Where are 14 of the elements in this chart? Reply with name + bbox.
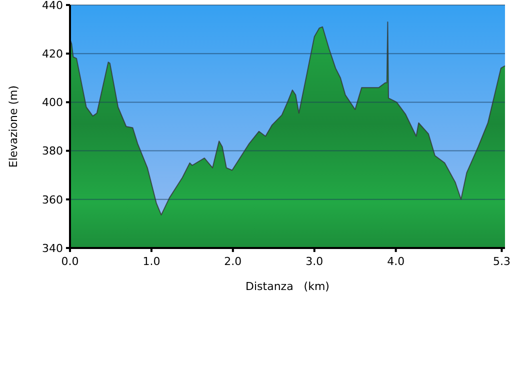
x-axis-title: Distanza (km) xyxy=(246,280,330,293)
x-tick-label: 4.0 xyxy=(387,255,405,268)
y-tick-label: 340 xyxy=(42,242,63,255)
y-tick-label: 380 xyxy=(42,144,63,158)
y-tick-label: 420 xyxy=(42,47,63,60)
y-tick-label: 400 xyxy=(42,96,63,110)
x-tick-label: 3.0 xyxy=(306,255,324,268)
y-tick-label: 440 xyxy=(42,0,63,12)
x-tick-label: 5.3 xyxy=(492,255,510,268)
x-tick-label: 0.0 xyxy=(61,255,79,268)
y-tick-label: 360 xyxy=(42,193,63,206)
y-axis-title: Elevazione (m) xyxy=(7,85,20,168)
x-tick-label: 1.0 xyxy=(142,255,160,268)
x-tick-label: 2.0 xyxy=(224,255,242,268)
